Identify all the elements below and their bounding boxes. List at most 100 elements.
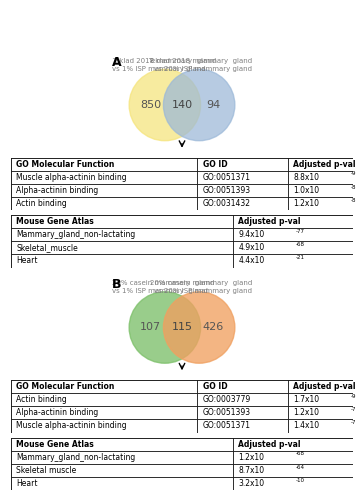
Text: -7: -7 [351, 407, 356, 412]
Bar [233, 242, 353, 254]
Text: -68: -68 [296, 242, 305, 247]
Text: Muscle alpha-actinin binding: Muscle alpha-actinin binding [16, 172, 127, 182]
Bar [233, 228, 353, 241]
Text: GO ID: GO ID [202, 160, 227, 168]
Bar [197, 184, 288, 197]
Bar [288, 380, 353, 393]
Bar [288, 420, 353, 432]
Bar [197, 197, 288, 210]
Bar [11, 477, 233, 490]
Text: -64: -64 [296, 464, 305, 469]
Bar [11, 242, 233, 254]
Text: -10: -10 [296, 478, 305, 482]
Text: A: A [112, 56, 122, 69]
Text: 426: 426 [203, 322, 224, 332]
Bar [11, 158, 197, 170]
Text: -21: -21 [296, 255, 305, 260]
Text: 1.2x10: 1.2x10 [293, 408, 319, 418]
Text: Skeletal muscle: Skeletal muscle [16, 466, 76, 475]
Bar [197, 393, 288, 406]
Text: 4.9x10: 4.9x10 [238, 244, 265, 252]
Bar [11, 184, 197, 197]
Text: Mammary_gland_non-lactating: Mammary_gland_non-lactating [16, 452, 135, 462]
Text: Alpha-actinin binding: Alpha-actinin binding [16, 408, 98, 418]
Text: GO:0031432: GO:0031432 [202, 199, 250, 208]
Text: Heart: Heart [16, 479, 37, 488]
Circle shape [163, 292, 235, 363]
Bar [11, 254, 233, 268]
Text: Skeletal_muscle: Skeletal_muscle [16, 244, 78, 252]
Text: GO:0051371: GO:0051371 [202, 172, 250, 182]
Text: GO:0003779: GO:0003779 [202, 395, 251, 404]
Bar [233, 477, 353, 490]
Bar [288, 197, 353, 210]
Text: GO:0051393: GO:0051393 [202, 186, 251, 195]
Text: -77: -77 [296, 229, 305, 234]
Text: 107: 107 [140, 322, 161, 332]
Bar [11, 215, 233, 228]
Text: 115: 115 [171, 322, 193, 332]
Text: Adjusted p-val: Adjusted p-val [293, 160, 356, 168]
Bar [11, 420, 197, 432]
Text: 3.2x10: 3.2x10 [238, 479, 265, 488]
Bar [11, 170, 197, 183]
Text: Teklad 2018 mammary  gland
vs 1% ISP mammary gland: Teklad 2018 mammary gland vs 1% ISP mamm… [112, 58, 216, 72]
Text: 8.8x10: 8.8x10 [293, 172, 319, 182]
Bar [197, 170, 288, 183]
Text: -8: -8 [351, 198, 356, 202]
Bar [11, 228, 233, 241]
Text: 8.7x10: 8.7x10 [238, 466, 265, 475]
Text: 1.7x10: 1.7x10 [293, 395, 319, 404]
Text: 850: 850 [140, 100, 161, 110]
Text: Actin binding: Actin binding [16, 395, 67, 404]
Text: -9: -9 [351, 172, 356, 176]
Bar [11, 450, 233, 464]
Text: Adjusted p-val: Adjusted p-val [238, 440, 301, 448]
Bar [288, 406, 353, 419]
Text: -9: -9 [351, 394, 356, 399]
Bar [197, 406, 288, 419]
Text: Heart: Heart [16, 256, 37, 266]
Bar [11, 197, 197, 210]
Text: 1.2x10: 1.2x10 [293, 199, 319, 208]
Text: GO Molecular Function: GO Molecular Function [16, 160, 114, 168]
Bar [11, 406, 197, 419]
Bar [233, 450, 353, 464]
Bar [11, 393, 197, 406]
Text: Muscle alpha-actinin binding: Muscle alpha-actinin binding [16, 422, 127, 430]
Bar [197, 158, 288, 170]
Bar [11, 464, 233, 477]
Text: 1.2x10: 1.2x10 [238, 452, 265, 462]
Text: 20% casein mammary  gland
vs 20% ISP mammary gland: 20% casein mammary gland vs 20% ISP mamm… [150, 280, 252, 294]
Text: GO:0051371: GO:0051371 [202, 422, 250, 430]
Bar [11, 438, 233, 450]
Circle shape [129, 292, 201, 363]
Bar [233, 215, 353, 228]
Bar [288, 170, 353, 183]
Bar [197, 380, 288, 393]
Text: -68: -68 [296, 452, 305, 456]
Bar [288, 393, 353, 406]
Text: -8: -8 [351, 184, 356, 190]
Text: Mouse Gene Atlas: Mouse Gene Atlas [16, 217, 94, 226]
Text: 1.0x10: 1.0x10 [293, 186, 319, 195]
Text: 20% casein mammary  gland
vs 1% ISP mammary  gland: 20% casein mammary gland vs 1% ISP mamma… [112, 280, 214, 294]
Text: 1.4x10: 1.4x10 [293, 422, 319, 430]
Bar [233, 464, 353, 477]
Bar [197, 420, 288, 432]
Text: GO ID: GO ID [202, 382, 227, 391]
Text: Mouse Gene Atlas: Mouse Gene Atlas [16, 440, 94, 448]
Text: Alpha-actinin binding: Alpha-actinin binding [16, 186, 98, 195]
Circle shape [129, 70, 201, 140]
Bar [233, 438, 353, 450]
Text: 140: 140 [171, 100, 193, 110]
Text: GO Molecular Function: GO Molecular Function [16, 382, 114, 391]
Text: B: B [112, 278, 122, 291]
Bar [233, 254, 353, 268]
Bar [288, 184, 353, 197]
Text: -7: -7 [351, 420, 356, 425]
Text: Mammary_gland_non-lactating: Mammary_gland_non-lactating [16, 230, 135, 239]
Text: Adjusted p-val: Adjusted p-val [238, 217, 301, 226]
Bar [288, 158, 353, 170]
Text: Teklad 2018 mammary  gland
vs 20% ISP mammary gland: Teklad 2018 mammary gland vs 20% ISP mam… [148, 58, 252, 72]
